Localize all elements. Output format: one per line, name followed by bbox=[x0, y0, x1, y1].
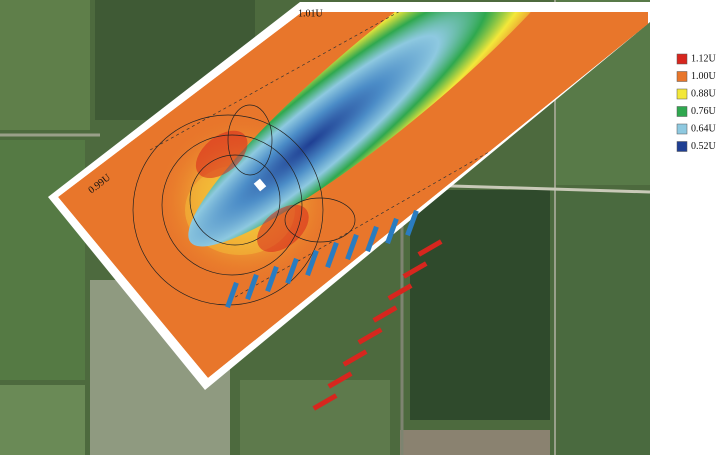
legend-swatch bbox=[677, 89, 687, 99]
legend-swatch bbox=[677, 72, 687, 82]
legend-swatch bbox=[677, 107, 687, 117]
contour-label: 1.01U bbox=[298, 8, 324, 19]
legend-swatch bbox=[677, 124, 687, 134]
legend-label: 1.12U bbox=[691, 53, 717, 64]
legend-label: 0.52U bbox=[691, 141, 717, 152]
legend: 1.12U 1.00U 0.88U 0.76U 0.64U 0.52U bbox=[677, 53, 717, 152]
legend-label: 1.00U bbox=[691, 71, 717, 82]
legend-label: 0.64U bbox=[691, 123, 717, 134]
figure: 1.01U 0.99U 1.12U1.00U0.88U0.76U0.64U0.5… bbox=[0, 0, 723, 455]
legend-swatch bbox=[677, 54, 687, 64]
legend-label: 0.76U bbox=[691, 106, 717, 117]
legend-swatch bbox=[677, 142, 687, 152]
legend-label: 0.88U bbox=[691, 88, 717, 99]
